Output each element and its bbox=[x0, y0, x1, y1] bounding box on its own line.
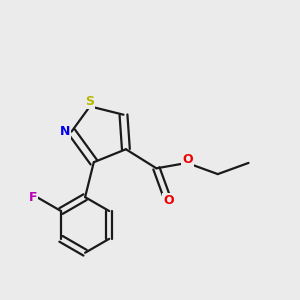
Text: S: S bbox=[85, 95, 94, 108]
Text: O: O bbox=[164, 194, 174, 207]
Text: N: N bbox=[60, 125, 70, 138]
Text: F: F bbox=[29, 190, 37, 204]
Text: O: O bbox=[182, 153, 193, 166]
